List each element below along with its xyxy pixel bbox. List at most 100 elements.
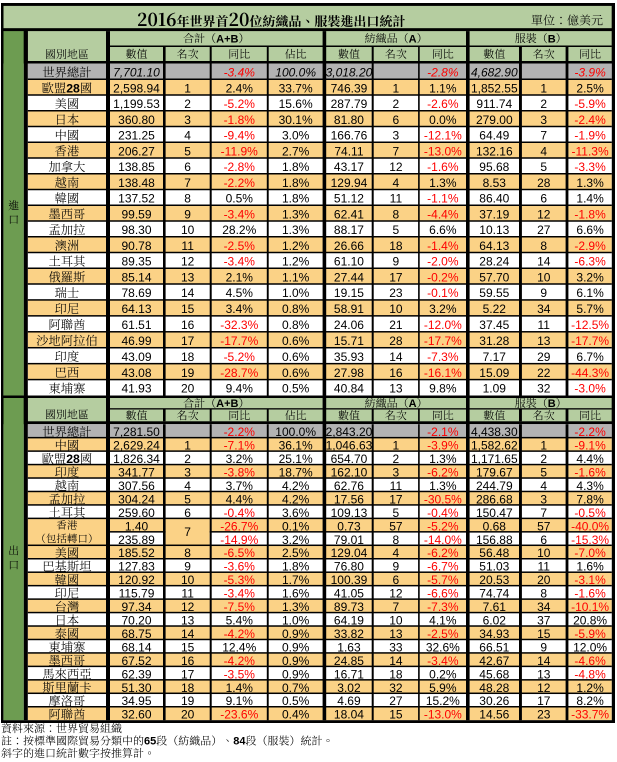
svg-text:15: 15	[537, 627, 551, 641]
svg-text:244.79: 244.79	[476, 479, 513, 493]
svg-text:1: 1	[540, 439, 547, 453]
svg-text:13: 13	[389, 627, 403, 641]
svg-text:28: 28	[66, 81, 80, 95]
svg-text:1,826.34: 1,826.34	[113, 452, 160, 466]
svg-text:-2.0%: -2.0%	[427, 255, 459, 269]
svg-text:9: 9	[393, 560, 400, 574]
svg-text:6.6%: 6.6%	[576, 223, 604, 237]
svg-text:129.94: 129.94	[331, 176, 368, 190]
svg-text:33.7%: 33.7%	[279, 81, 313, 95]
svg-text:18: 18	[389, 667, 403, 681]
svg-text:109.13: 109.13	[331, 506, 368, 520]
svg-text:25.1%: 25.1%	[279, 452, 313, 466]
svg-text:34: 34	[537, 302, 551, 316]
svg-text:-1.6%: -1.6%	[574, 465, 606, 479]
svg-text:2,629.24: 2,629.24	[113, 439, 160, 453]
svg-text:8: 8	[393, 207, 400, 221]
svg-text:1: 1	[393, 81, 400, 95]
svg-text:17: 17	[181, 667, 195, 681]
svg-text:5: 5	[393, 223, 400, 237]
svg-text:5.4%: 5.4%	[226, 613, 254, 627]
svg-text:12: 12	[181, 255, 195, 269]
svg-text:100.0%: 100.0%	[275, 425, 316, 439]
svg-text:3.4%: 3.4%	[226, 302, 254, 316]
svg-text:-11.9%: -11.9%	[221, 144, 258, 158]
svg-text:-17.7%: -17.7%	[220, 334, 258, 348]
svg-text:5: 5	[540, 465, 547, 479]
svg-text:-9.1%: -9.1%	[574, 439, 606, 453]
svg-text:3: 3	[540, 492, 547, 506]
svg-text:-6.2%: -6.2%	[427, 465, 459, 479]
svg-text:-6.6%: -6.6%	[427, 587, 459, 601]
svg-text:1,852.55: 1,852.55	[471, 81, 518, 95]
svg-text:15: 15	[389, 708, 403, 722]
svg-text:-12.5%: -12.5%	[571, 318, 609, 332]
svg-text:7: 7	[184, 525, 191, 539]
svg-text:5: 5	[393, 506, 400, 520]
svg-text:5: 5	[184, 492, 191, 506]
svg-text:A: A	[409, 398, 417, 410]
svg-text:0.6%: 0.6%	[282, 350, 310, 364]
svg-text:17: 17	[181, 334, 195, 348]
svg-text:14: 14	[181, 627, 195, 641]
svg-text:1.6%: 1.6%	[576, 560, 604, 574]
svg-text:23: 23	[389, 286, 403, 300]
svg-text:-5.7%: -5.7%	[427, 573, 459, 587]
svg-text:4.4%: 4.4%	[576, 452, 604, 466]
svg-text:2: 2	[540, 97, 547, 111]
svg-text:5.7%: 5.7%	[576, 302, 604, 316]
svg-text:1.09: 1.09	[483, 382, 507, 396]
svg-text:2,843.20: 2,843.20	[326, 425, 373, 439]
svg-text:5: 5	[540, 160, 547, 174]
svg-text:31.28: 31.28	[479, 334, 509, 348]
svg-text:15.2%: 15.2%	[426, 694, 460, 708]
svg-text:4.1%: 4.1%	[429, 613, 457, 627]
svg-text:-32.3%: -32.3%	[220, 318, 258, 332]
svg-text:1.0%: 1.0%	[282, 613, 310, 627]
svg-text:654.70: 654.70	[331, 452, 368, 466]
svg-text:1.1%: 1.1%	[282, 270, 310, 284]
svg-text:-13.0%: -13.0%	[424, 708, 462, 722]
svg-text:9: 9	[393, 255, 400, 269]
svg-text:100.0%: 100.0%	[275, 66, 316, 80]
svg-text:7: 7	[393, 144, 400, 158]
svg-text:43.17: 43.17	[334, 160, 364, 174]
svg-text:57: 57	[389, 519, 403, 533]
svg-text:11: 11	[390, 192, 403, 206]
svg-text:37.45: 37.45	[479, 318, 509, 332]
svg-text:5.9%: 5.9%	[429, 681, 457, 695]
svg-text:4,682.90: 4,682.90	[471, 66, 518, 80]
svg-text:-4.8%: -4.8%	[574, 667, 606, 681]
svg-text:3.7%: 3.7%	[226, 479, 254, 493]
svg-text:32: 32	[537, 382, 551, 396]
svg-text:-2.1%: -2.1%	[427, 425, 459, 439]
svg-text:-17.7%: -17.7%	[571, 334, 609, 348]
svg-text:12: 12	[537, 207, 551, 221]
svg-text:18: 18	[181, 681, 195, 695]
svg-text:66.51: 66.51	[479, 640, 509, 654]
svg-text:129.04: 129.04	[331, 546, 368, 560]
svg-text:4.5%: 4.5%	[226, 286, 254, 300]
svg-text:6: 6	[540, 533, 547, 547]
svg-text:68.75: 68.75	[121, 627, 151, 641]
svg-text:14: 14	[181, 286, 195, 300]
svg-text:62.76: 62.76	[334, 479, 364, 493]
svg-text:24.06: 24.06	[334, 318, 364, 332]
svg-text:-40.0%: -40.0%	[571, 519, 609, 533]
svg-text:1,199.53: 1,199.53	[113, 97, 160, 111]
svg-text:1.2%: 1.2%	[282, 255, 310, 269]
svg-text:-10.1%: -10.1%	[571, 600, 609, 614]
svg-text:20.8%: 20.8%	[573, 613, 607, 627]
svg-text:27: 27	[537, 223, 551, 237]
svg-text:5.22: 5.22	[483, 302, 507, 316]
svg-text:-4.6%: -4.6%	[574, 654, 606, 668]
svg-text:9.1%: 9.1%	[226, 694, 254, 708]
svg-text:138.48: 138.48	[118, 176, 155, 190]
svg-text:911.74: 911.74	[476, 97, 512, 111]
svg-text:51.30: 51.30	[121, 681, 151, 695]
svg-text:-2.5%: -2.5%	[224, 239, 256, 253]
svg-text:11: 11	[390, 479, 403, 493]
svg-text:20: 20	[537, 573, 551, 587]
svg-text:1: 1	[184, 81, 191, 95]
svg-text:13: 13	[537, 667, 551, 681]
